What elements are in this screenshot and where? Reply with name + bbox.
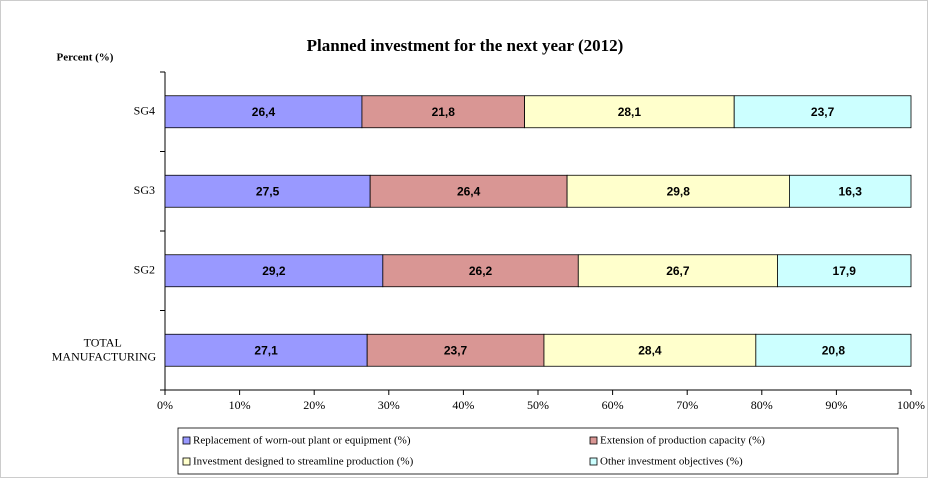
bar-segment: [543, 333, 757, 367]
value-label: 26,7: [666, 264, 690, 278]
y-tick-label: SG2: [134, 263, 155, 277]
value-label: 28,4: [638, 343, 662, 357]
bar-segment: [524, 95, 735, 129]
legend-swatch: [182, 457, 191, 466]
bar-segment: [733, 95, 912, 129]
bar-segment: [164, 174, 371, 208]
legend-label: Extension of production capacity (%): [600, 435, 765, 447]
value-label: 28,1: [618, 105, 642, 119]
bar-segment: [755, 333, 912, 367]
y-tick-label: TOTAL MANUFACTURING: [52, 335, 157, 363]
x-tick-label: 100%: [897, 398, 925, 412]
bar-segment: [366, 333, 545, 367]
value-label: 16,3: [839, 184, 863, 198]
bar-segment: [566, 174, 790, 208]
bar-segment: [789, 174, 912, 208]
value-label: 26,4: [457, 184, 481, 198]
value-label: 26,4: [252, 105, 276, 119]
bar-segment: [777, 254, 912, 288]
legend-label: Investment designed to streamline produc…: [193, 456, 414, 468]
legend-label: Other investment objectives (%): [600, 456, 743, 468]
value-label: 23,7: [444, 343, 468, 357]
value-label: 27,5: [256, 184, 280, 198]
bar-segment: [164, 95, 363, 129]
legend-label: Replacement of worn-out plant or equipme…: [193, 435, 411, 447]
bar-segment: [361, 95, 525, 129]
value-label: 29,2: [262, 264, 286, 278]
x-tick-label: 20%: [303, 398, 325, 412]
value-label: 21,8: [432, 105, 456, 119]
x-tick-label: 90%: [825, 398, 847, 412]
value-label: 29,8: [667, 184, 691, 198]
x-tick-label: 30%: [378, 398, 400, 412]
y-tick-label: SG3: [134, 183, 155, 197]
x-tick-label: 10%: [229, 398, 251, 412]
x-tick-label: 70%: [676, 398, 698, 412]
x-tick-label: 60%: [602, 398, 624, 412]
value-label: 20,8: [822, 343, 846, 357]
bar-segment: [164, 254, 384, 288]
value-label: 26,2: [469, 264, 493, 278]
x-tick-label: 50%: [527, 398, 549, 412]
value-label: 23,7: [811, 105, 835, 119]
value-label: 27,1: [254, 343, 278, 357]
y-tick-label: SG4: [134, 104, 155, 118]
chart-title: Planned investment for the next year (20…: [307, 36, 624, 55]
legend-swatch: [589, 457, 598, 466]
bar-segment: [577, 254, 778, 288]
bar-segment: [164, 333, 368, 367]
x-tick-label: 80%: [751, 398, 773, 412]
x-tick-label: 0%: [157, 398, 173, 412]
value-label: 17,9: [833, 264, 857, 278]
x-tick-label: 40%: [452, 398, 474, 412]
legend-swatch: [589, 436, 598, 445]
legend: [177, 427, 899, 475]
legend-swatch: [182, 436, 191, 445]
y-axis-label: Percent (%): [57, 52, 114, 64]
